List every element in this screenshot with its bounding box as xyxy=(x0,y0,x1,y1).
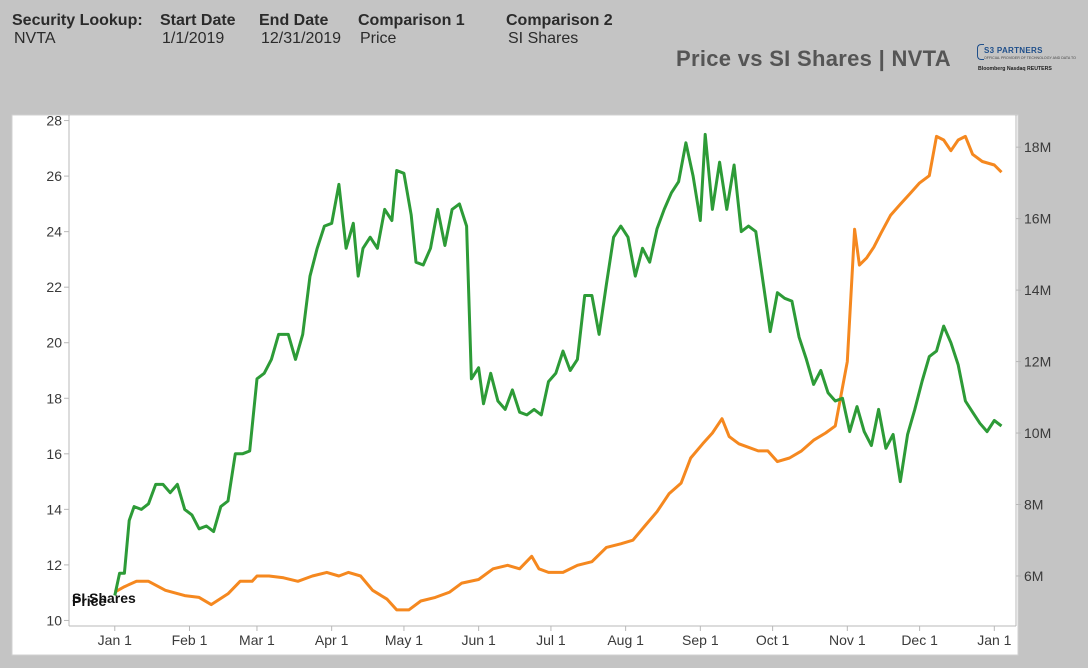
left-tick-label: 22 xyxy=(46,279,62,295)
x-tick-label: Jan 1 xyxy=(977,632,1011,648)
left-tick-label: 10 xyxy=(46,612,62,628)
header-label: Start Date xyxy=(160,12,236,29)
right-tick-label: 6M xyxy=(1024,568,1043,584)
right-tick-label: 14M xyxy=(1024,282,1051,298)
si-shares-series-line[interactable] xyxy=(114,134,1003,612)
x-tick-label: Apr 1 xyxy=(315,632,349,648)
header-label: Comparison 1 xyxy=(358,12,465,29)
price-series-line[interactable] xyxy=(113,132,1003,596)
header-comparison-1: Comparison 1 Price xyxy=(358,12,465,48)
security-value[interactable]: NVTA xyxy=(14,30,56,47)
left-tick-label: 28 xyxy=(46,113,62,129)
x-tick-label: Aug 1 xyxy=(607,632,644,648)
x-tick-label: Mar 1 xyxy=(239,632,275,648)
right-tick-label: 12M xyxy=(1024,354,1051,370)
header-comparison-2: Comparison 2 SI Shares xyxy=(506,12,613,48)
left-tick-label: 20 xyxy=(46,335,62,351)
right-tick-label: 8M xyxy=(1024,497,1043,513)
x-tick-label: May 1 xyxy=(385,632,423,648)
x-tick-label: Nov 1 xyxy=(829,632,866,648)
end-date-value[interactable]: 12/31/2019 xyxy=(261,30,342,47)
x-tick-label: Oct 1 xyxy=(756,632,790,648)
header-start-date: Start Date 1/1/2019 xyxy=(160,12,236,48)
header-label: End Date xyxy=(259,12,329,29)
logo-vendors: Bloomberg Nasdaq REUTERS xyxy=(978,66,1052,72)
header-security-lookup: Security Lookup: NVTA xyxy=(12,12,143,48)
price-series-label: Price xyxy=(72,593,106,609)
left-tick-label: 26 xyxy=(46,168,62,184)
header-label: Comparison 2 xyxy=(506,12,613,29)
right-tick-label: 10M xyxy=(1024,425,1051,441)
left-tick-label: 24 xyxy=(46,224,62,240)
series-layer xyxy=(113,132,1003,612)
x-tick-label: Jan 1 xyxy=(98,632,132,648)
x-tick-label: Jul 1 xyxy=(536,632,566,648)
logo-title: S3 PARTNERS xyxy=(984,46,1043,55)
comparison-1-value[interactable]: Price xyxy=(360,30,397,47)
chart-title: Price vs SI Shares | NVTA xyxy=(676,46,951,71)
header-end-date: End Date 12/31/2019 xyxy=(259,12,341,48)
left-tick-label: 18 xyxy=(46,390,62,406)
comparison-2-value[interactable]: SI Shares xyxy=(508,30,579,47)
left-axis-ticks: 10 12 14 16 18 20 22 24 26 28 xyxy=(46,113,69,628)
x-tick-label: Jun 1 xyxy=(462,632,496,648)
si-shares-series-label: SI Shares xyxy=(72,590,136,606)
left-tick-label: 16 xyxy=(46,446,62,462)
x-tick-label: Sep 1 xyxy=(682,632,719,648)
right-axis-ticks: 6M 8M 10M 12M 14M 16M 18M xyxy=(1016,139,1051,584)
right-tick-label: 16M xyxy=(1024,211,1051,227)
header-label: Security Lookup: xyxy=(12,12,143,29)
x-tick-label: Feb 1 xyxy=(172,632,208,648)
x-axis-ticks: Jan 1 Feb 1 Mar 1 Apr 1 May 1 Jun 1 Jul 1 Aug 1… xyxy=(98,626,1012,648)
logo-mark-icon xyxy=(977,44,984,60)
x-tick-label: Dec 1 xyxy=(901,632,938,648)
left-tick-label: 12 xyxy=(46,557,62,573)
left-tick-label: 14 xyxy=(46,501,62,517)
logo-subtitle: OFFICIAL PROVIDER OF TECHNOLOGY AND DATA… xyxy=(984,56,1076,60)
right-tick-label: 18M xyxy=(1024,139,1051,155)
start-date-value[interactable]: 1/1/2019 xyxy=(162,30,225,47)
s3-partners-logo: S3 PARTNERS OFFICIAL PROVIDER OF TECHNOL… xyxy=(976,42,1082,76)
plot-area xyxy=(11,114,1019,656)
